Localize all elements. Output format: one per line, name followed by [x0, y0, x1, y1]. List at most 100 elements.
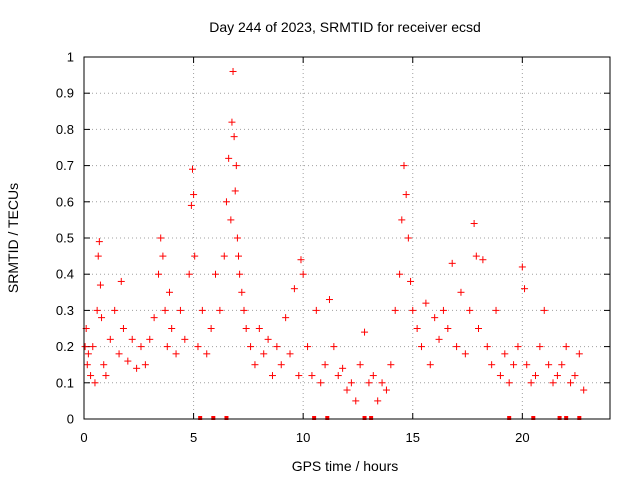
data-point — [185, 270, 193, 278]
data-point — [290, 285, 298, 293]
data-point — [422, 299, 430, 307]
data-point — [400, 162, 408, 170]
zero-marker — [531, 416, 536, 420]
data-point — [232, 162, 240, 170]
data-point — [133, 364, 141, 372]
data-point — [334, 372, 342, 380]
data-point — [472, 252, 480, 260]
data-point — [562, 343, 570, 351]
data-point — [439, 306, 447, 314]
data-point — [418, 343, 426, 351]
chart-title: Day 244 of 2023, SRMTID for receiver ecs… — [209, 19, 481, 35]
data-point — [168, 325, 176, 332]
data-point — [321, 361, 329, 369]
grid-layer — [84, 57, 610, 419]
data-point — [514, 343, 522, 351]
data-point — [466, 306, 474, 314]
data-point — [236, 270, 244, 278]
y-tick-label: 0.2 — [56, 339, 74, 354]
y-tick-label: 0.3 — [56, 303, 74, 318]
data-point — [212, 270, 219, 278]
data-point — [545, 361, 553, 369]
data-point — [580, 386, 588, 394]
data-point — [521, 285, 529, 293]
data-point — [536, 343, 544, 351]
x-tick-label: 0 — [80, 430, 87, 445]
data-point — [187, 201, 195, 209]
data-point — [505, 379, 513, 387]
data-point — [150, 314, 158, 322]
data-point — [230, 133, 238, 141]
data-points — [81, 67, 588, 420]
data-point — [523, 361, 531, 369]
data-point — [475, 325, 482, 332]
data-point — [540, 306, 548, 314]
data-point — [240, 306, 248, 314]
data-point — [198, 306, 206, 314]
data-point — [84, 350, 92, 358]
data-point — [106, 335, 114, 343]
data-point — [190, 191, 198, 199]
data-point — [518, 263, 526, 271]
data-point — [251, 361, 259, 369]
data-point — [510, 361, 518, 369]
data-point — [119, 325, 127, 332]
data-point — [83, 361, 91, 369]
data-point — [264, 335, 272, 343]
data-point — [387, 361, 395, 369]
y-tick-label: 0.7 — [56, 158, 74, 173]
data-point — [496, 372, 504, 380]
y-tick-label: 0.4 — [56, 267, 74, 282]
data-point — [146, 335, 154, 343]
data-point — [549, 379, 557, 387]
data-point — [299, 270, 307, 278]
data-point — [155, 270, 163, 278]
data-point — [374, 397, 382, 405]
data-point — [102, 372, 110, 380]
data-point — [124, 357, 132, 365]
data-point — [181, 335, 189, 343]
data-point — [137, 343, 145, 351]
data-point — [207, 325, 215, 332]
data-point — [365, 379, 373, 387]
x-axis-label: GPS time / hours — [292, 458, 399, 474]
data-point — [304, 343, 312, 351]
data-point — [260, 350, 268, 358]
zero-marker — [557, 416, 562, 420]
y-tick-label: 0.1 — [56, 375, 74, 390]
data-point — [407, 277, 415, 285]
data-point — [343, 386, 351, 394]
x-tick-label: 5 — [190, 430, 197, 445]
data-point — [188, 165, 196, 173]
data-point — [172, 350, 180, 358]
data-point — [141, 361, 149, 369]
data-point — [444, 325, 452, 332]
zero-marker — [564, 416, 569, 420]
data-point — [247, 343, 255, 351]
data-point — [89, 343, 97, 351]
data-point — [527, 379, 535, 387]
data-point — [531, 372, 539, 380]
data-point — [470, 220, 478, 228]
data-point — [115, 350, 123, 358]
data-point — [356, 361, 364, 369]
data-point — [453, 343, 461, 351]
data-point — [396, 270, 404, 278]
data-point — [461, 350, 469, 358]
data-point — [391, 306, 399, 314]
data-point — [220, 252, 228, 260]
data-point — [325, 296, 333, 304]
data-point — [91, 379, 99, 387]
y-tick-label: 0.9 — [56, 86, 74, 101]
zero-marker — [312, 416, 317, 420]
data-point — [111, 306, 119, 314]
data-point — [98, 314, 106, 322]
x-tick-label: 20 — [515, 430, 529, 445]
data-point — [567, 379, 575, 387]
zero-marker — [507, 416, 512, 420]
data-point — [222, 198, 230, 206]
y-tick-label: 0.6 — [56, 194, 74, 209]
data-point — [308, 372, 316, 380]
data-point — [94, 252, 102, 260]
